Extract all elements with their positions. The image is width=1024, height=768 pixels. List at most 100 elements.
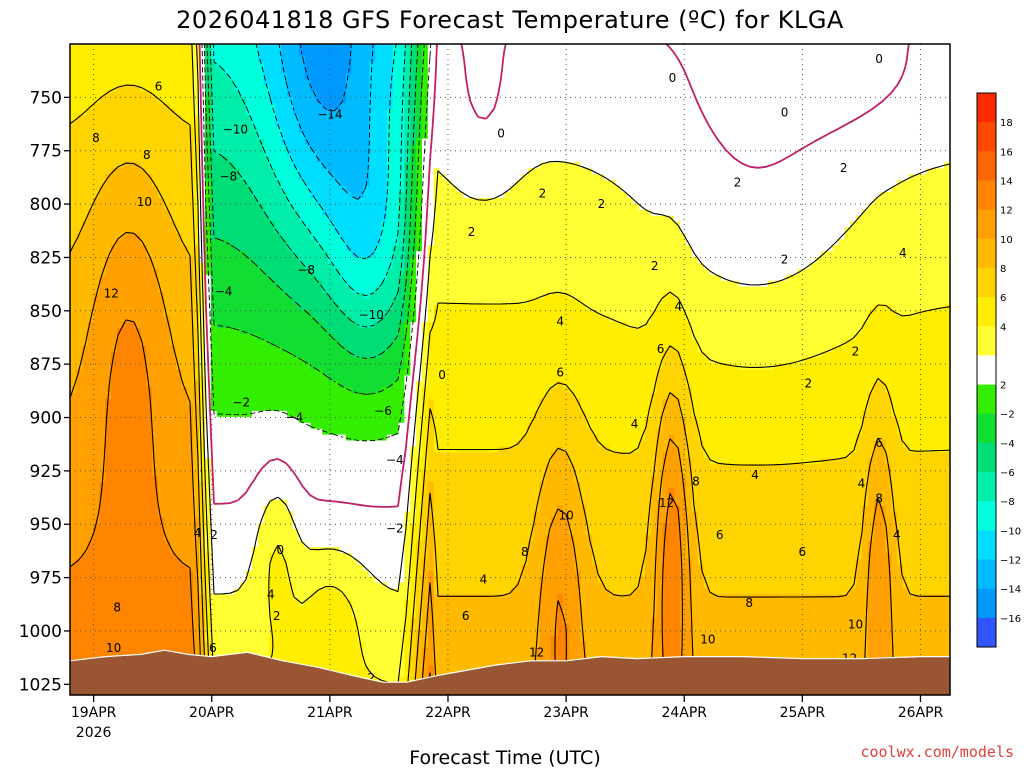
field-cell [99, 192, 105, 199]
field-cell [293, 222, 299, 229]
field-cell [199, 435, 205, 442]
field-cell [305, 500, 311, 507]
field-cell [76, 269, 82, 276]
field-cell [328, 281, 334, 288]
field-cell [129, 370, 135, 377]
field-cell [322, 659, 328, 666]
field-cell [140, 109, 146, 116]
field-cell [269, 399, 275, 406]
field-cell [70, 293, 76, 300]
field-cell [269, 186, 275, 193]
field-cell [275, 186, 281, 193]
field-cell [275, 56, 281, 63]
field-cell [88, 594, 94, 601]
field-cell [158, 44, 164, 51]
field-cell [105, 565, 111, 572]
field-cell [146, 293, 152, 300]
field-cell [217, 139, 223, 146]
field-cell [187, 541, 193, 548]
field-cell [328, 245, 334, 252]
field-cell [82, 618, 88, 625]
field-cell [93, 68, 99, 75]
field-cell [316, 429, 322, 436]
field-cell [311, 636, 317, 643]
field-cell [281, 606, 287, 613]
field-cell [181, 103, 187, 110]
field-cell [88, 233, 94, 240]
field-cell [322, 541, 328, 548]
field-cell [82, 399, 88, 406]
field-cell [217, 91, 223, 98]
field-cell [129, 535, 135, 542]
field-cell [123, 370, 129, 377]
field-cell [287, 287, 293, 294]
field-cell [228, 429, 234, 436]
field-cell [76, 618, 82, 625]
field-cell [217, 216, 223, 223]
field-cell [146, 399, 152, 406]
field-cell [287, 346, 293, 353]
field-cell [146, 594, 152, 601]
field-cell [223, 340, 229, 347]
field-cell [164, 387, 170, 394]
field-cell [111, 192, 117, 199]
field-cell [152, 541, 158, 548]
field-cell [99, 56, 105, 63]
field-cell [316, 180, 322, 187]
field-cell [111, 547, 117, 554]
field-cell [252, 399, 258, 406]
field-cell [316, 446, 322, 453]
field-cell [246, 529, 252, 536]
field-cell [111, 56, 117, 63]
field-cell [164, 281, 170, 288]
field-cell [234, 44, 240, 51]
field-cell [164, 606, 170, 613]
field-cell [281, 370, 287, 377]
field-cell [82, 470, 88, 477]
field-cell [258, 103, 264, 110]
field-cell [170, 612, 176, 619]
field-cell [299, 56, 305, 63]
field-cell [311, 399, 317, 406]
field-cell [240, 529, 246, 536]
field-cell [269, 435, 275, 442]
field-cell [246, 506, 252, 513]
field-cell [305, 121, 311, 128]
field-cell [181, 145, 187, 152]
field-cell [111, 417, 117, 424]
field-cell [176, 618, 182, 625]
field-cell [281, 174, 287, 181]
field-cell [140, 458, 146, 465]
field-cell [252, 458, 258, 465]
field-cell [111, 506, 117, 513]
field-cell [275, 245, 281, 252]
field-cell [140, 293, 146, 300]
field-cell [311, 298, 317, 305]
field-cell [99, 74, 105, 81]
field-cell [223, 547, 229, 554]
field-cell [176, 636, 182, 643]
field-cell [328, 517, 334, 524]
field-cell [76, 512, 82, 519]
field-cell [76, 174, 82, 181]
field-cell [146, 334, 152, 341]
field-cell [70, 97, 76, 104]
field-cell [93, 162, 99, 169]
field-cell [281, 275, 287, 282]
field-cell [264, 364, 270, 371]
field-cell [234, 97, 240, 104]
field-cell [93, 269, 99, 276]
field-cell [252, 103, 258, 110]
field-cell [322, 56, 328, 63]
field-cell [234, 541, 240, 548]
field-cell [88, 624, 94, 631]
field-cell [311, 68, 317, 75]
field-cell [322, 275, 328, 282]
field-cell [152, 600, 158, 607]
field-cell [252, 547, 258, 554]
field-cell [258, 399, 264, 406]
field-cell [275, 429, 281, 436]
field-cell [234, 423, 240, 430]
field-cell [176, 423, 182, 430]
field-cell [170, 68, 176, 75]
